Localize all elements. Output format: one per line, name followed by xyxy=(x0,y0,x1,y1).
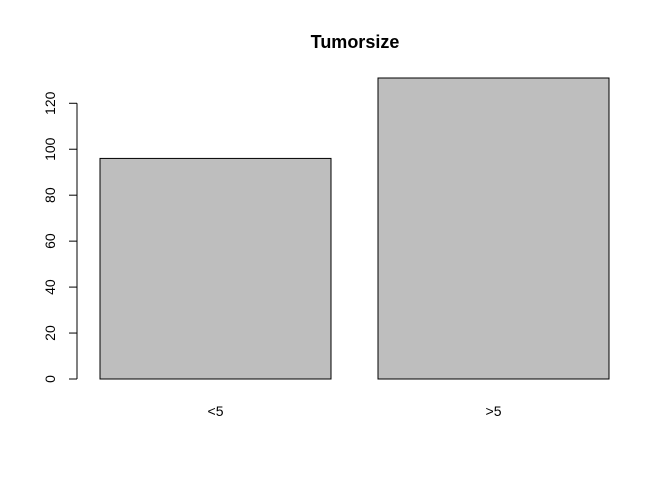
y-tick-label: 120 xyxy=(42,91,58,115)
chart-title: Tumorsize xyxy=(311,32,400,52)
bars-group xyxy=(99,77,610,380)
x-tick-label: >5 xyxy=(486,403,502,419)
y-tick-label: 40 xyxy=(42,279,58,295)
bar-0 xyxy=(99,157,332,380)
y-axis: 0 20 40 60 80 100 120 xyxy=(42,91,78,383)
x-tick-label: <5 xyxy=(208,403,224,419)
y-tick-label: 20 xyxy=(42,325,58,341)
x-axis-labels: <5 >5 xyxy=(208,403,502,419)
y-tick-label: 60 xyxy=(42,233,58,249)
bar-1 xyxy=(377,77,610,380)
y-tick-label: 0 xyxy=(42,375,58,383)
y-tick-label: 80 xyxy=(42,187,58,203)
y-tick-label: 100 xyxy=(42,137,58,161)
